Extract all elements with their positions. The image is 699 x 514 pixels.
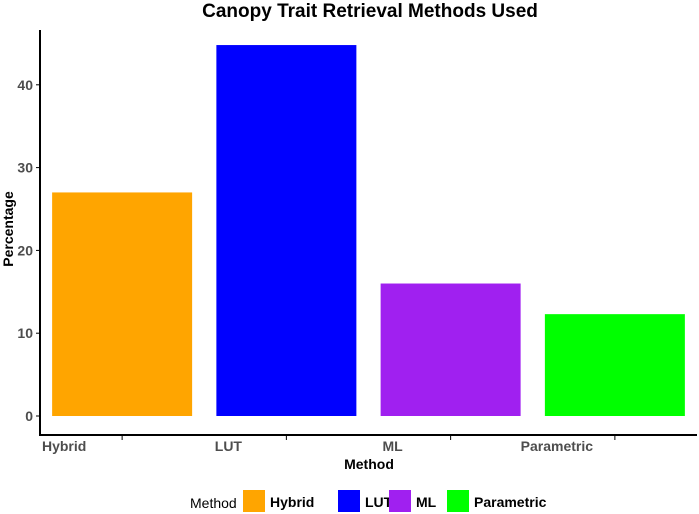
legend-label-hybrid: Hybrid	[270, 494, 314, 510]
legend-swatch-ml	[389, 490, 411, 512]
y-tick-label: 40	[17, 77, 33, 93]
bar-ml	[380, 283, 521, 416]
y-tick-label: 30	[17, 160, 33, 176]
legend-label-lut: LUT	[365, 494, 393, 510]
x-tick-label: LUT	[215, 438, 243, 454]
legend: Method Hybrid LUT ML Parametric	[190, 490, 547, 512]
legend-swatch-parametric	[447, 490, 469, 512]
y-tick-label: 0	[25, 408, 33, 424]
chart-title: Canopy Trait Retrieval Methods Used	[202, 1, 538, 22]
legend-swatch-lut	[338, 490, 360, 512]
legend-label-ml: ML	[416, 494, 437, 510]
y-ticks-group: 0 10 20 30 40	[17, 77, 40, 424]
y-tick-label: 20	[17, 242, 33, 258]
x-tick-label: Hybrid	[42, 438, 86, 454]
y-axis-title: Percentage	[0, 191, 16, 267]
bar-parametric	[544, 314, 685, 416]
legend-swatch-hybrid	[243, 490, 265, 512]
bars-group	[52, 45, 685, 416]
legend-title: Method	[190, 495, 237, 511]
x-ticks-group: Hybrid LUT ML Parametric	[42, 435, 616, 454]
x-axis-title: Method	[344, 456, 394, 472]
x-tick-label: ML	[383, 438, 404, 454]
x-tick-label: Parametric	[521, 438, 594, 454]
legend-label-parametric: Parametric	[474, 494, 547, 510]
bar-lut	[216, 45, 357, 416]
bar-hybrid	[52, 192, 193, 416]
y-tick-label: 10	[17, 325, 33, 341]
